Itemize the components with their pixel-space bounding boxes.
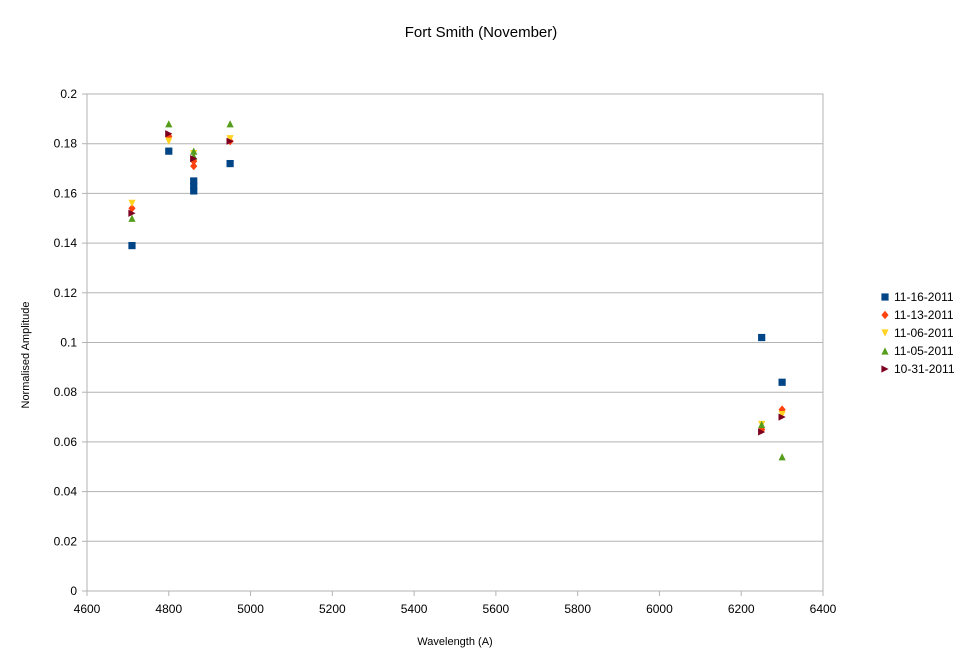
chart-title: Fort Smith (November): [405, 24, 558, 41]
y-axis-ticks: 0 0.02 0.04 0.06 0.08 0.1 0.12 0.14 0.16 0.18 0.2: [54, 87, 87, 598]
data-point: [165, 147, 173, 155]
x-tick-label: 6200: [728, 602, 755, 616]
x-tick-label: 5600: [483, 602, 510, 616]
data-point: [190, 177, 198, 185]
data-point: [128, 209, 136, 217]
legend-marker: [881, 310, 889, 320]
x-axis-ticks: 4600 4800 5000 5200 5400 5600 5800 6000 6200 6400: [74, 591, 837, 616]
data-point: [778, 453, 786, 461]
legend-label: 11-13-2011: [894, 308, 954, 322]
y-tick-label: 0.04: [54, 485, 78, 499]
x-tick-label: 4600: [74, 602, 101, 616]
data-point: [165, 137, 173, 145]
y-tick-label: 0.16: [54, 186, 78, 200]
data-point: [128, 199, 136, 207]
y-tick-label: 0.18: [54, 137, 78, 151]
data-point: [190, 155, 198, 163]
y-tick-label: 0.2: [60, 87, 77, 101]
data-point: [758, 420, 766, 429]
x-tick-label: 6400: [810, 602, 837, 616]
data-point: [165, 130, 173, 138]
data-point: [226, 137, 234, 145]
data-point: [190, 161, 198, 171]
legend: 11-16-2011 11-13-2011 11-06-2011 11-05-2011…: [881, 290, 955, 376]
x-tick-label: 5800: [564, 602, 591, 616]
legend-marker: [881, 329, 889, 337]
data-point: [190, 147, 198, 155]
x-tick-label: 4800: [155, 602, 182, 616]
legend-label: 11-06-2011: [894, 326, 954, 340]
x-axis-label: Wavelength (A): [417, 636, 492, 648]
data-point: [190, 182, 198, 190]
legend-marker: [881, 365, 889, 373]
y-tick-label: 0.02: [54, 534, 78, 548]
grid: [87, 93, 823, 592]
data-point: [128, 241, 136, 250]
data-point: [190, 156, 198, 166]
y-tick-label: 0.12: [54, 286, 78, 300]
y-tick-label: 0.06: [54, 435, 78, 449]
data-point: [758, 428, 766, 436]
y-tick-label: 0.1: [60, 336, 77, 350]
data-point: [778, 378, 786, 386]
y-tick-label: 0.08: [54, 385, 78, 399]
data-point: [778, 413, 786, 421]
x-tick-label: 5200: [319, 602, 346, 616]
data-points: [128, 120, 786, 461]
data-point: [165, 120, 173, 128]
y-tick-label: 0: [70, 584, 77, 598]
legend-label: 11-05-2011: [894, 344, 954, 358]
x-tick-label: 5000: [237, 602, 264, 616]
data-point: [128, 204, 136, 213]
legend-marker: [881, 293, 889, 301]
x-tick-label: 5400: [401, 602, 428, 616]
y-axis-label: Normalised Amplitude: [20, 302, 32, 409]
data-point: [758, 333, 766, 342]
legend-marker: [881, 347, 889, 355]
legend-label: 11-16-2011: [894, 290, 954, 304]
data-point: [226, 159, 234, 168]
data-point: [128, 214, 136, 222]
data-point: [778, 410, 786, 419]
x-tick-label: 6000: [646, 602, 673, 616]
legend-label: 10-31-2011: [894, 362, 955, 376]
y-tick-label: 0.14: [54, 236, 78, 250]
data-point: [190, 187, 198, 195]
data-point: [226, 135, 234, 143]
data-point: [226, 120, 234, 128]
